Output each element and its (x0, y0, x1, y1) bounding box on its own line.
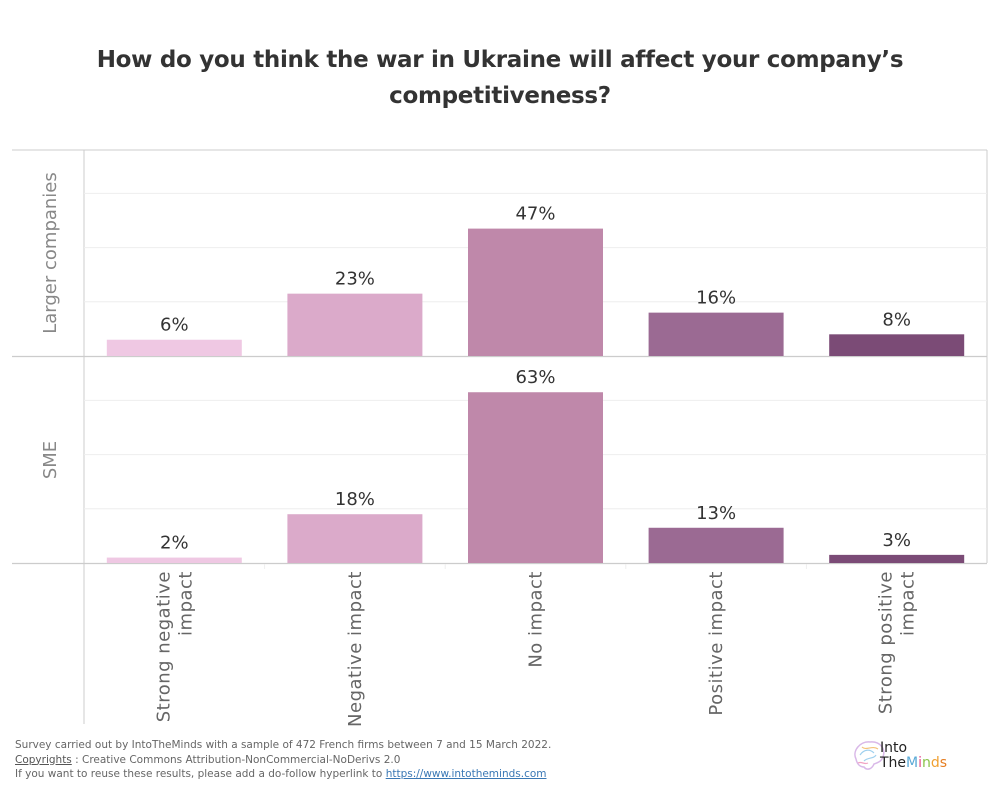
chart-title-line-1: How do you think the war in Ukraine will… (96, 47, 904, 73)
bar-value-label: 3% (882, 530, 911, 551)
chart-title: How do you think the war in Ukraine will… (0, 42, 1000, 114)
bar-sme-0[interactable] (106, 557, 242, 563)
footer-reuse: If you want to reuse these results, plea… (15, 767, 551, 782)
bar-value-label: 2% (160, 533, 189, 554)
logo-text-theminds: TheMinds (880, 756, 947, 771)
category-label-line: Positive impact (706, 571, 727, 716)
logo-the: The (880, 755, 907, 771)
footer-copyright: Copyrights : Creative Commons Attributio… (15, 753, 551, 768)
row-label-sme: SME (40, 441, 61, 479)
row-labels: Larger companies SME (40, 172, 61, 479)
bar-larger-companies-3[interactable] (648, 312, 784, 356)
category-label-0: Strong negative impact (153, 571, 196, 722)
bar-sme-4[interactable] (829, 554, 965, 563)
category-label-1: Negative impact (345, 571, 366, 727)
bar-larger-companies-4[interactable] (829, 334, 965, 356)
bar-larger-companies-1[interactable] (287, 293, 423, 356)
bar-sme-1[interactable] (287, 514, 423, 563)
bar-sme-2[interactable] (468, 392, 603, 563)
row-label-larger-companies: Larger companies (40, 172, 61, 334)
category-label-line: Strong negative (153, 571, 174, 722)
bar-chart: 6% 23% 47% 16% 8% 2% 18% 63% 13% 3% Larger compan… (12, 149, 988, 727)
copyright-text: : Creative Commons Attribution-NonCommer… (71, 753, 401, 766)
reuse-text: If you want to reuse these results, plea… (15, 768, 386, 780)
footer: Survey carried out by IntoTheMinds with … (15, 738, 551, 782)
category-label-line: No impact (526, 571, 547, 668)
bar-value-label: 23% (335, 269, 375, 290)
category-label-line: Strong positive (876, 571, 897, 714)
bar-value-label: 63% (515, 367, 555, 388)
category-label-2: No impact (526, 571, 547, 668)
category-label-3: Positive impact (706, 571, 727, 716)
bar-larger-companies-0[interactable] (106, 339, 242, 356)
bar-value-label: 8% (882, 309, 911, 330)
logo-i: i (918, 755, 923, 771)
category-label-line: Negative impact (345, 571, 366, 727)
bar-value-label: 16% (696, 288, 736, 309)
logo-text-into: Into (880, 740, 908, 756)
bar-value-label: 47% (515, 204, 555, 225)
brain-icon (854, 741, 885, 770)
logo-s: s (939, 755, 948, 771)
chart-frame (12, 149, 988, 724)
bar-value-label: 6% (160, 315, 189, 336)
bars (106, 228, 965, 563)
bar-sme-3[interactable] (648, 527, 784, 563)
bar-value-label: 18% (335, 489, 375, 510)
intotheminds-link[interactable]: https://www.intotheminds.com (385, 768, 547, 780)
category-label-4: Strong positive impact (876, 571, 919, 714)
logo-n: n (922, 755, 931, 771)
logo-d: d (930, 755, 940, 771)
footer-survey-note: Survey carried out by IntoTheMinds with … (15, 739, 552, 751)
chart-title-line-2: competitiveness? (389, 83, 611, 109)
copyright-link[interactable]: Copyrights (15, 753, 72, 766)
bar-value-label: 13% (696, 503, 736, 524)
intotheminds-logo: Into TheMinds (850, 735, 960, 785)
logo-text: Into TheMinds (880, 741, 947, 771)
bar-labels: 6% 23% 47% 16% 8% 2% 18% 63% 13% 3% (160, 204, 911, 554)
logo-m: M (906, 755, 919, 771)
category-labels: Strong negative impact Negative impact No i… (153, 571, 918, 727)
bar-larger-companies-2[interactable] (468, 228, 603, 356)
category-label-line: impact (175, 571, 196, 636)
category-label-line: impact (898, 571, 919, 636)
